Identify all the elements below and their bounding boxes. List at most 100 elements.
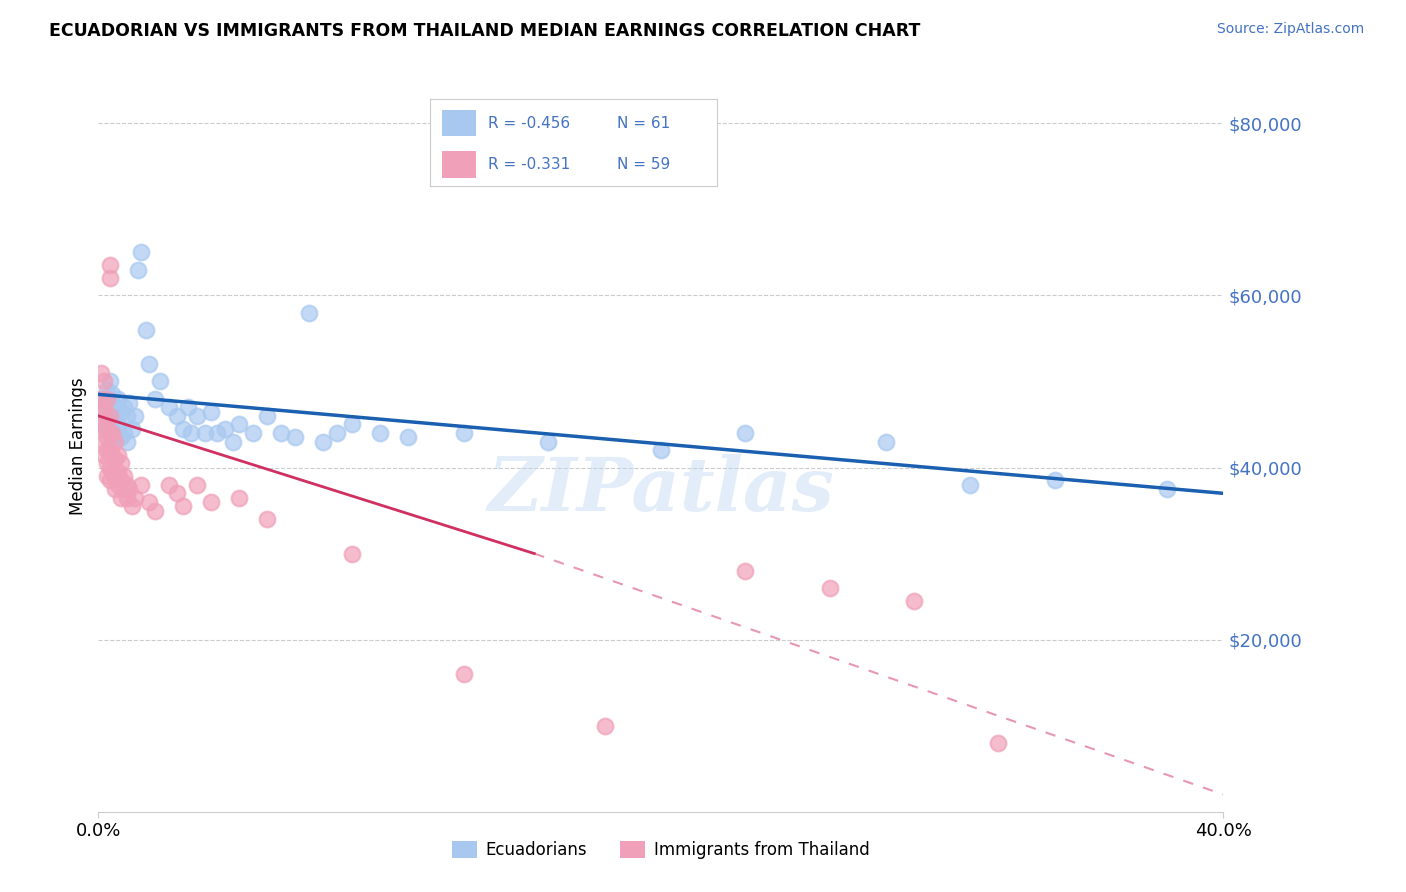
Point (96, 443, 118, 458)
Point (90, 392, 112, 406)
Point (186, 409, 208, 423)
Point (593, 719, 616, 733)
Point (93, 375, 115, 389)
Point (101, 465, 124, 479)
Point (242, 426, 264, 441)
Point (118, 482, 141, 496)
Point (107, 448, 129, 462)
Point (228, 417, 250, 432)
Point (124, 409, 146, 423)
Point (101, 413, 124, 427)
Point (121, 422, 143, 436)
Point (104, 451, 127, 466)
Point (110, 404, 132, 418)
Point (875, 434, 897, 449)
Point (127, 262, 149, 277)
Point (284, 430, 307, 444)
Point (98, 271, 121, 285)
Point (1043, 474, 1066, 488)
Point (90, 404, 112, 418)
Point (818, 581, 841, 595)
Point (104, 482, 127, 496)
Point (115, 434, 138, 449)
Point (101, 387, 124, 401)
Point (121, 500, 143, 514)
Point (734, 564, 756, 578)
Point (453, 426, 475, 441)
Point (115, 491, 138, 505)
Point (90, 366, 112, 380)
Point (118, 396, 141, 410)
Point (101, 426, 124, 441)
Point (98, 401, 121, 415)
Point (96, 383, 118, 397)
Point (104, 401, 127, 415)
Point (96, 430, 118, 444)
Point (256, 512, 278, 526)
Text: ZIPatlas: ZIPatlas (488, 454, 834, 526)
Point (107, 417, 129, 432)
Point (96, 413, 118, 427)
Point (107, 465, 129, 479)
Point (124, 491, 146, 505)
Point (537, 434, 560, 449)
Point (222, 434, 245, 449)
Point (959, 477, 981, 491)
Point (166, 486, 188, 500)
Y-axis label: Median Earnings: Median Earnings (69, 377, 87, 515)
Point (172, 500, 194, 514)
Point (340, 417, 363, 432)
Point (214, 422, 236, 436)
Point (98, 422, 121, 436)
Point (98, 409, 121, 423)
Point (180, 426, 202, 441)
Point (98, 258, 121, 272)
Point (104, 426, 127, 441)
Point (138, 495, 160, 509)
Point (107, 392, 129, 406)
Point (326, 426, 349, 441)
Point (104, 469, 127, 483)
Point (138, 357, 160, 371)
Point (110, 430, 132, 444)
Point (270, 426, 292, 441)
Text: Source: ZipAtlas.com: Source: ZipAtlas.com (1216, 22, 1364, 37)
Point (194, 426, 217, 441)
Point (101, 434, 124, 449)
Point (200, 404, 222, 418)
Text: ECUADORIAN VS IMMIGRANTS FROM THAILAND MEDIAN EARNINGS CORRELATION CHART: ECUADORIAN VS IMMIGRANTS FROM THAILAND M… (49, 22, 921, 40)
Point (93, 434, 115, 449)
Point (368, 426, 391, 441)
Point (256, 409, 278, 423)
Point (96, 456, 118, 470)
Point (298, 305, 321, 319)
Point (112, 482, 135, 496)
Point (101, 448, 124, 462)
Point (157, 401, 180, 415)
Point (93, 396, 115, 410)
Point (93, 448, 115, 462)
Point (93, 417, 115, 432)
Point (177, 401, 200, 415)
Point (96, 409, 118, 423)
Point (98, 443, 121, 458)
Point (98, 474, 121, 488)
Point (200, 495, 222, 509)
Point (115, 477, 138, 491)
Point (112, 401, 135, 415)
Point (340, 547, 363, 561)
Point (110, 491, 132, 505)
Point (149, 375, 172, 389)
Point (129, 245, 152, 260)
Point (104, 434, 127, 449)
Point (110, 474, 132, 488)
Point (96, 392, 118, 406)
Point (135, 323, 157, 337)
Point (90, 417, 112, 432)
Point (93, 401, 115, 415)
Point (90, 404, 112, 418)
Legend: Ecuadorians, Immigrants from Thailand: Ecuadorians, Immigrants from Thailand (446, 834, 876, 865)
Point (205, 426, 228, 441)
Point (110, 456, 132, 470)
Point (312, 434, 335, 449)
